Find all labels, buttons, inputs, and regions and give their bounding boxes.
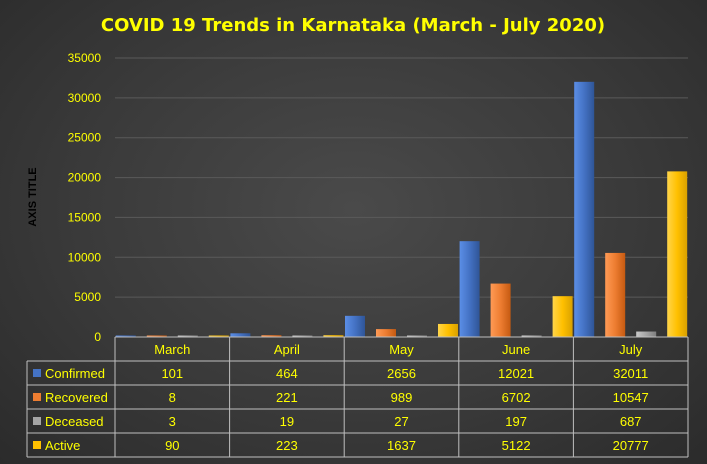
- y-tick-label: 10000: [68, 250, 102, 264]
- bar-deceased-march: [177, 335, 198, 337]
- table-cell-confirmed-may: 2656: [387, 366, 416, 381]
- table-cell-confirmed-april: 464: [276, 366, 298, 381]
- legend-label-deceased: Deceased: [45, 414, 104, 429]
- chart-title: COVID 19 Trends in Karnataka (March - Ju…: [101, 15, 605, 36]
- bar-confirmed-june: [459, 241, 480, 337]
- legend-label-confirmed: Confirmed: [45, 366, 105, 381]
- table-cell-deceased-july: 687: [620, 414, 642, 429]
- y-tick-label: 20000: [68, 171, 102, 185]
- bar-confirmed-may: [345, 315, 365, 337]
- bar-recovered-june: [490, 283, 511, 337]
- y-axis-ticks: 0 5000 10000 15000 20000 25000 30000 35000: [68, 51, 102, 344]
- bars: [115, 81, 688, 337]
- legend-key-deceased: [33, 417, 41, 425]
- x-category-label: July: [619, 342, 643, 357]
- bar-recovered-may: [376, 329, 396, 337]
- bar-recovered-march: [146, 335, 167, 337]
- y-tick-label: 0: [94, 330, 101, 344]
- bar-confirmed-april: [230, 333, 251, 337]
- y-tick-label: 30000: [68, 91, 102, 105]
- legend-label-active: Active: [45, 438, 80, 453]
- legend-key-confirmed: [33, 369, 41, 377]
- table-cell-recovered-may: 989: [391, 390, 413, 405]
- bar-confirmed-march: [115, 335, 136, 337]
- table-cell-recovered-july: 10547: [613, 390, 649, 405]
- x-category-label: May: [389, 342, 414, 357]
- bar-deceased-july: [636, 331, 657, 337]
- table-cell-deceased-march: 3: [169, 414, 176, 429]
- table-cell-active-may: 1637: [387, 438, 416, 453]
- x-category-label: June: [502, 342, 530, 357]
- bar-deceased-april: [292, 335, 313, 337]
- bar-recovered-july: [605, 252, 626, 337]
- bar-active-may: [438, 323, 458, 337]
- bar-active-july: [667, 171, 688, 337]
- table-cell-active-june: 5122: [502, 438, 531, 453]
- table-cell-active-april: 223: [276, 438, 298, 453]
- table-cell-recovered-april: 221: [276, 390, 298, 405]
- y-tick-label: 35000: [68, 51, 102, 65]
- bar-active-april: [323, 335, 344, 337]
- data-table: March April May June July Confirmed 101 464 2656…: [26, 336, 689, 458]
- table-cell-active-july: 20777: [613, 438, 649, 453]
- bar-active-march: [208, 335, 229, 337]
- legend-key-active: [33, 441, 41, 449]
- legend-key-recovered: [33, 393, 41, 401]
- table-cell-confirmed-march: 101: [161, 366, 183, 381]
- bar-active-june: [552, 296, 573, 337]
- bar-recovered-april: [261, 335, 282, 337]
- y-axis-label: AXIS TITLE: [27, 167, 39, 226]
- y-tick-label: 5000: [74, 290, 101, 304]
- x-category-label: March: [154, 342, 190, 357]
- table-cell-deceased-june: 197: [505, 414, 527, 429]
- table-cell-confirmed-june: 12021: [498, 366, 534, 381]
- table-cell-deceased-april: 19: [280, 414, 294, 429]
- table-cell-active-march: 90: [165, 438, 179, 453]
- table-cell-deceased-may: 27: [394, 414, 408, 429]
- y-tick-label: 15000: [68, 210, 102, 224]
- legend-label-recovered: Recovered: [45, 390, 108, 405]
- y-tick-label: 25000: [68, 131, 102, 145]
- bar-deceased-may: [407, 335, 427, 337]
- bar-confirmed-july: [574, 81, 595, 337]
- table-cell-recovered-march: 8: [169, 390, 176, 405]
- table-cell-confirmed-july: 32011: [613, 366, 648, 381]
- table-cell-recovered-june: 6702: [502, 390, 531, 405]
- x-category-label: April: [274, 342, 300, 357]
- gridlines: [115, 57, 688, 298]
- bar-deceased-june: [521, 335, 542, 337]
